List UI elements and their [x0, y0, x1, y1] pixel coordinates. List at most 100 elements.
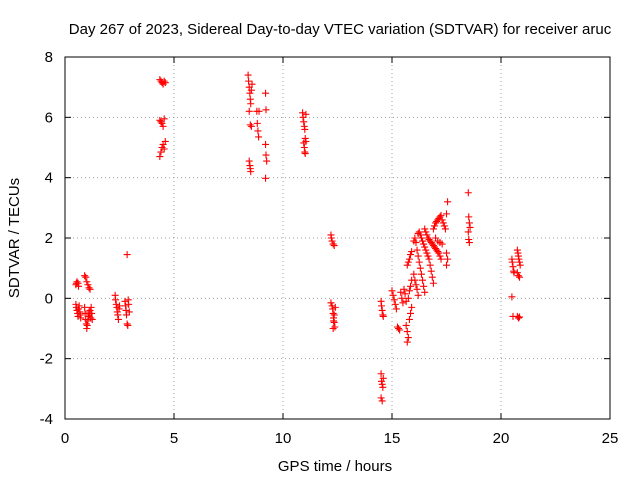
data-point-marker: [124, 321, 132, 329]
data-point-marker: [301, 125, 309, 133]
data-point-marker: [428, 273, 436, 281]
data-point-marker: [424, 252, 432, 260]
data-point-marker: [262, 151, 270, 159]
data-point-marker: [160, 145, 168, 153]
data-point-marker: [412, 239, 420, 247]
data-point-marker: [328, 237, 336, 245]
data-point-marker: [464, 189, 472, 197]
data-point-marker: [400, 285, 408, 293]
data-point-marker: [436, 252, 444, 260]
data-point-marker: [439, 219, 447, 227]
data-point-marker: [379, 312, 387, 320]
data-point-marker: [419, 276, 427, 284]
data-point-marker: [83, 321, 91, 329]
data-point-marker: [516, 258, 524, 266]
data-point-marker: [410, 270, 418, 278]
x-axis-ticks: 0 5 10 15 20 25: [61, 57, 619, 447]
data-point-marker: [435, 249, 443, 257]
data-point-marker: [516, 313, 524, 321]
data-point-marker: [423, 249, 431, 257]
data-point-marker: [401, 290, 409, 298]
y-tick-label: 6: [45, 109, 53, 126]
data-point-marker: [246, 89, 254, 97]
data-point-marker: [427, 267, 435, 275]
data-point-marker: [114, 315, 122, 323]
data-point-marker: [405, 255, 413, 263]
data-point-marker: [84, 281, 92, 289]
data-point-marker: [246, 121, 254, 129]
data-point-marker: [407, 309, 415, 317]
data-point-marker: [513, 246, 521, 254]
data-point-marker: [328, 302, 336, 310]
data-point-marker: [377, 370, 385, 378]
data-point-marker: [411, 234, 419, 242]
data-point-marker: [248, 80, 256, 88]
data-point-marker: [302, 110, 310, 118]
data-point-marker: [416, 264, 424, 272]
data-point-marker: [404, 334, 412, 342]
data-point-marker: [426, 261, 434, 269]
data-point-marker: [419, 237, 427, 245]
data-point-marker: [125, 300, 133, 308]
x-axis-label: GPS time / hours: [278, 458, 392, 475]
data-point-marker: [73, 278, 81, 286]
x-tick-label: 20: [493, 430, 510, 447]
data-point-marker: [398, 294, 406, 302]
data-point-marker: [87, 314, 95, 322]
data-point-marker: [437, 255, 445, 263]
data-point-marker: [396, 326, 404, 334]
data-point-marker: [378, 377, 386, 385]
data-point-marker: [508, 293, 516, 301]
data-point-marker: [262, 89, 270, 97]
data-point-marker: [75, 305, 83, 313]
grid-lines: [65, 57, 610, 419]
data-point-marker: [388, 287, 396, 295]
data-point-marker: [389, 291, 397, 299]
data-point-marker: [262, 106, 270, 114]
data-point-marker: [244, 71, 252, 79]
data-point-marker: [75, 302, 83, 310]
data-point-marker: [440, 222, 448, 230]
data-point-marker: [378, 397, 386, 405]
data-point-marker: [404, 294, 412, 302]
data-point-marker: [88, 309, 96, 317]
data-point-marker: [77, 314, 85, 322]
data-point-marker: [429, 225, 437, 233]
data-point-marker: [159, 122, 167, 130]
data-point-marker: [301, 150, 309, 158]
data-point-marker: [81, 303, 89, 311]
data-point-marker: [417, 234, 425, 242]
data-point-marker: [330, 317, 338, 325]
data-point-marker: [403, 261, 411, 269]
data-point-marker: [391, 300, 399, 308]
data-point-marker: [160, 115, 168, 123]
data-point-marker: [408, 248, 416, 256]
data-point-marker: [415, 258, 423, 266]
data-point-marker: [422, 228, 430, 236]
data-point-marker: [415, 228, 423, 236]
data-point-marker: [405, 315, 413, 323]
data-point-marker: [245, 157, 253, 165]
data-point-marker: [403, 328, 411, 336]
data-point-marker: [431, 222, 439, 230]
data-point-marker: [121, 297, 129, 305]
data-point-marker: [378, 302, 386, 310]
data-point-marker: [437, 211, 445, 219]
data-point-marker: [421, 225, 429, 233]
data-point-marker: [247, 86, 255, 94]
y-tick-label: 2: [45, 230, 53, 247]
data-point-marker: [81, 272, 89, 280]
data-point-marker: [392, 305, 400, 313]
data-point-marker: [114, 311, 122, 319]
data-point-marker: [247, 122, 255, 130]
x-tick-label: 25: [602, 430, 619, 447]
y-axis-label: SDTVAR / TECUs: [6, 178, 23, 298]
data-point-marker: [331, 303, 339, 311]
data-point-marker: [378, 380, 386, 388]
data-point-marker: [411, 276, 419, 284]
y-tick-label: 0: [45, 290, 53, 307]
data-point-marker: [125, 308, 133, 316]
data-point-marker: [263, 157, 271, 165]
data-point-marker: [301, 134, 309, 142]
